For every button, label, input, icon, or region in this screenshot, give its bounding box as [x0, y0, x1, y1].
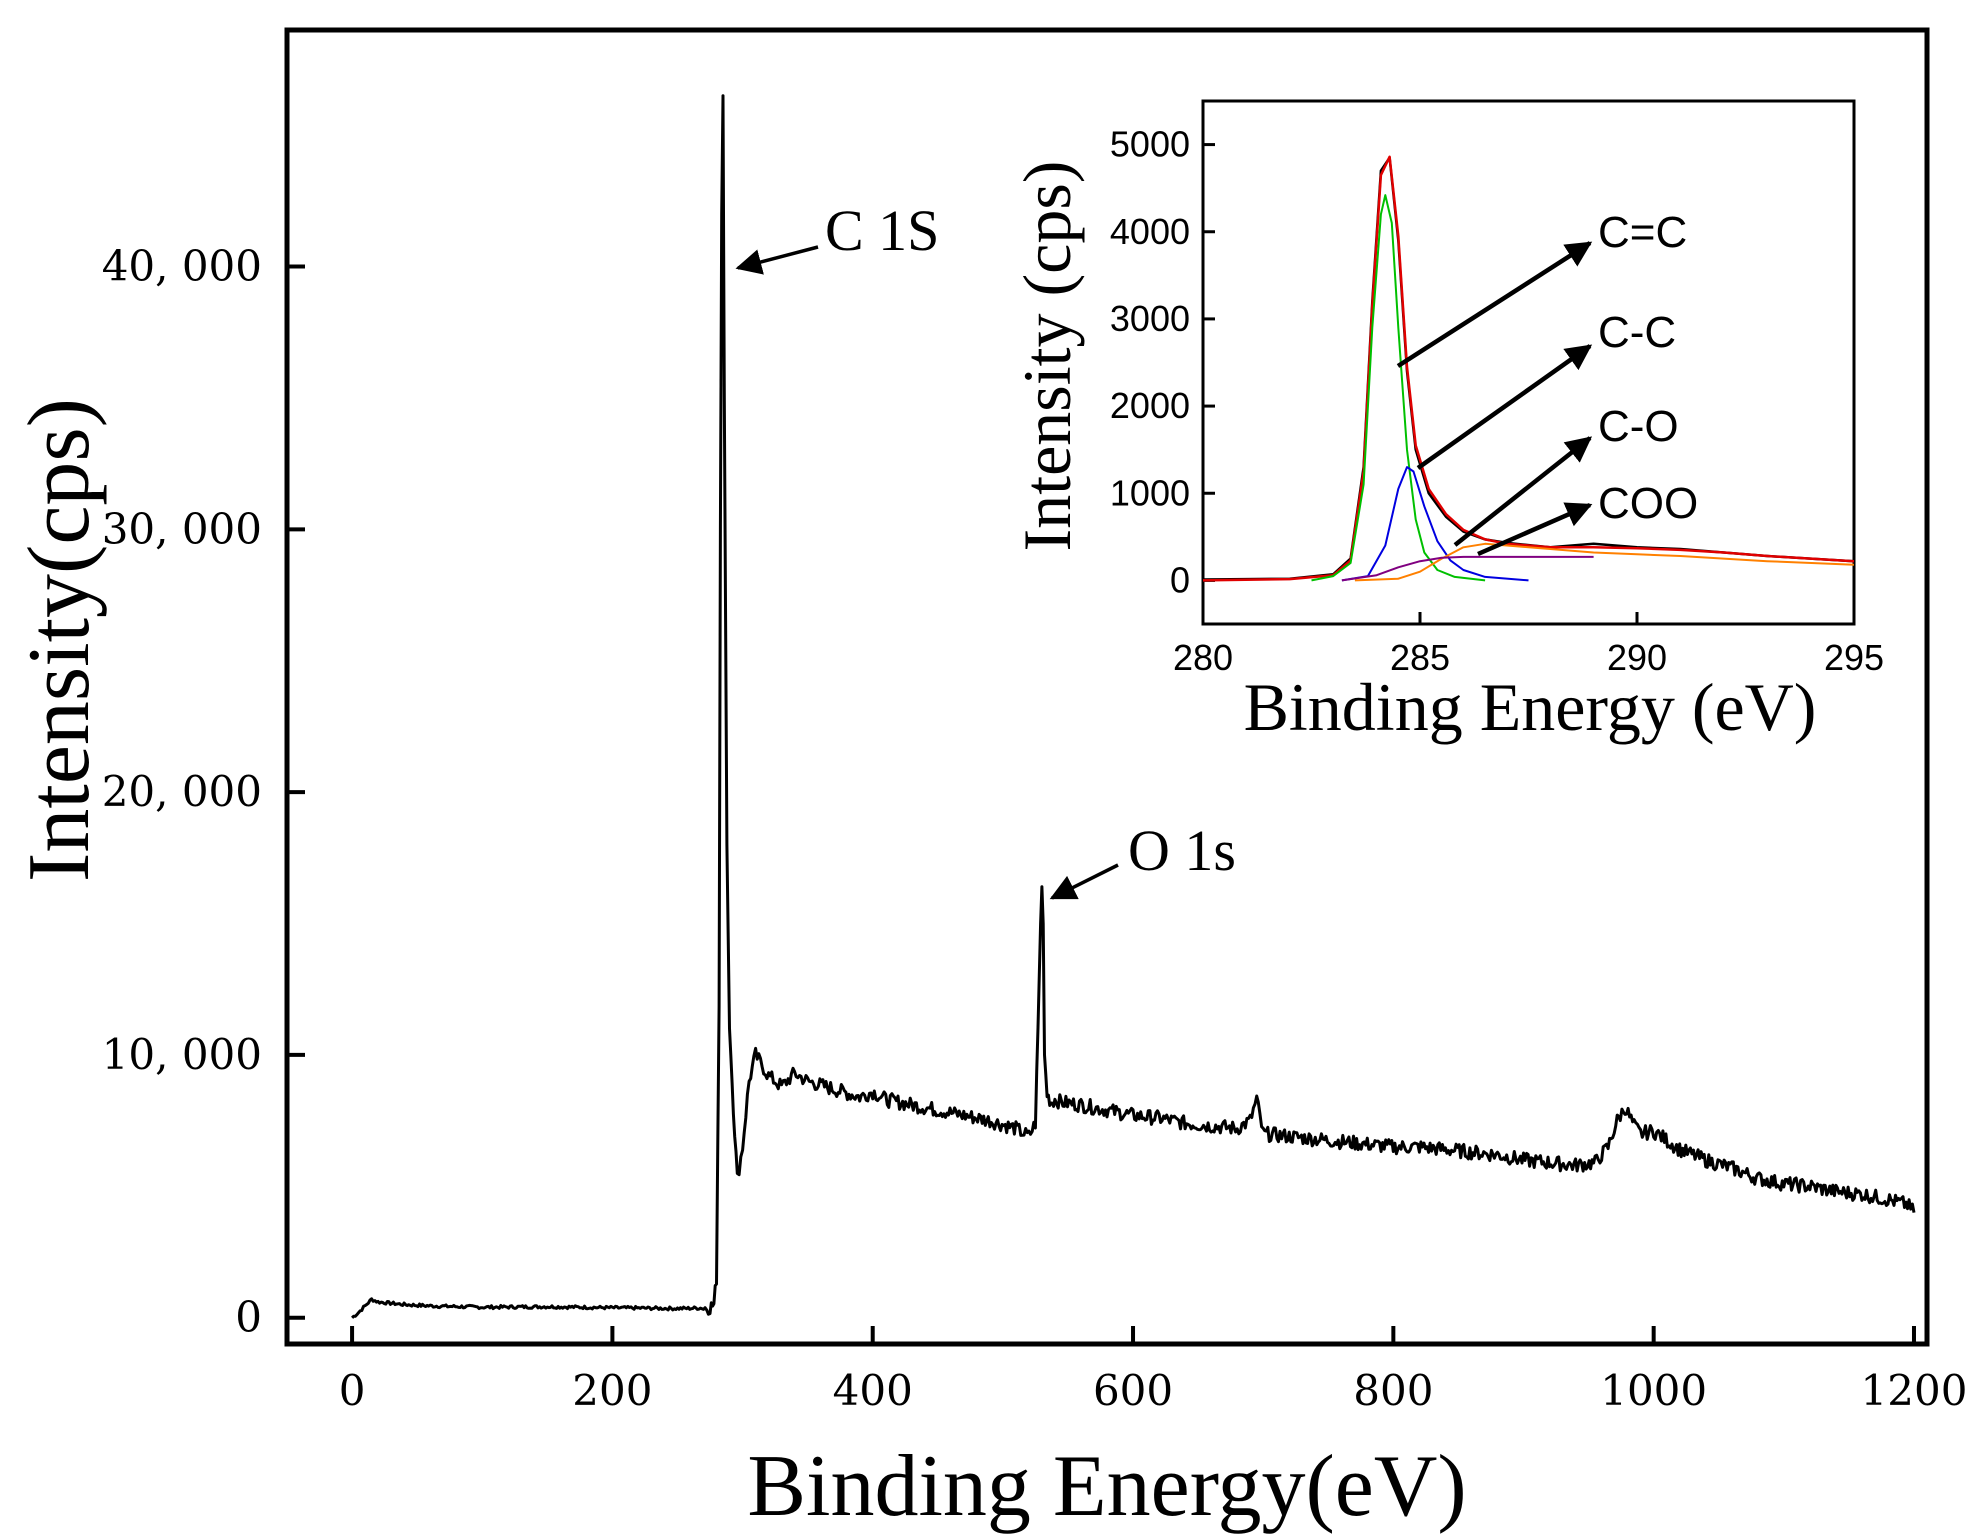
- inset-y-tick-label: 2000: [1110, 385, 1190, 426]
- survey-spectrum-line: [351, 94, 1916, 1319]
- inset-y-tick-label: 0: [1170, 559, 1190, 600]
- inset-series-coo-line: [1341, 555, 1594, 582]
- survey-x-tick-label: 200: [572, 1366, 652, 1415]
- inset-component-label: C-C: [1598, 308, 1676, 357]
- inset-y-tick-label: 4000: [1110, 211, 1190, 252]
- survey-x-tick-label: 1200: [1861, 1366, 1968, 1415]
- survey-x-axis: 0 200 400 600 800 1000 1200: [339, 1326, 1968, 1415]
- inset-background: [1203, 101, 1854, 624]
- inset-component-label: C=C: [1598, 208, 1687, 257]
- inset-component-arrow: [1416, 344, 1593, 470]
- survey-x-tick-label: 0: [339, 1366, 366, 1415]
- survey-x-tick-label: 1000: [1600, 1366, 1707, 1415]
- inset-x-axis: 280 285 290 295: [1173, 612, 1884, 678]
- inset-y-axis: 0 1000 2000 3000 4000 5000: [1110, 124, 1215, 600]
- inset-series-envelope-line: [1202, 155, 1855, 582]
- inset-chart: 280 285 290 295 0 1000 2000 3000 4000 5000 Bindi…: [1009, 99, 1884, 745]
- survey-y-tick-label: 0: [235, 1293, 262, 1342]
- survey-peak-arrow: [1049, 863, 1119, 900]
- inset-x-tick-label: 295: [1824, 637, 1884, 678]
- inset-series-c-o-line: [1354, 542, 1855, 582]
- inset-x-tick-label: 285: [1390, 637, 1450, 678]
- inset-x-tick-label: 290: [1607, 637, 1667, 678]
- inset-x-tick-label: 280: [1173, 637, 1233, 678]
- survey-x-tick-label: 800: [1353, 1366, 1433, 1415]
- inset-component-arrow: [1396, 241, 1593, 368]
- survey-y-tick-label: 40, 000: [102, 242, 262, 291]
- inset-lines: [1202, 155, 1855, 582]
- survey-plot-frame: [284, 27, 1930, 1347]
- survey-y-tick-label: 10, 000: [102, 1030, 262, 1079]
- survey-y-tick-label: 30, 000: [102, 504, 262, 553]
- inset-x-axis-title: Binding Energy (eV): [1244, 669, 1817, 745]
- survey-y-axis: 0 10, 000 20, 000 30, 000 40, 000: [102, 242, 305, 1342]
- inset-y-tick-label: 3000: [1110, 298, 1190, 339]
- inset-y-tick-label: 5000: [1110, 124, 1190, 165]
- survey-x-tick-label: 600: [1093, 1366, 1173, 1415]
- survey-x-axis-title: Binding Energy(eV): [747, 1438, 1466, 1535]
- inset-series-c-c-line: [1341, 466, 1529, 582]
- survey-annotations: C 1S O 1s: [735, 198, 1236, 900]
- survey-y-tick-label: 20, 000: [102, 767, 262, 816]
- survey-peak-label: C 1S: [825, 198, 939, 263]
- inset-component-label: COO: [1598, 479, 1698, 528]
- inset-y-tick-label: 1000: [1110, 472, 1190, 513]
- survey-x-tick-label: 400: [833, 1366, 913, 1415]
- inset-plot-frame: [1201, 99, 1856, 626]
- inset-component-label: C-O: [1598, 402, 1679, 451]
- inset-component-arrow: [1477, 502, 1593, 557]
- survey-y-axis-title: Intensity(cps): [11, 398, 108, 882]
- inset-y-axis-title: Intensity (cps): [1009, 161, 1085, 552]
- survey-peak-label: O 1s: [1128, 818, 1236, 883]
- inset-component-arrow: [1453, 436, 1593, 547]
- survey-peak-arrow: [735, 245, 819, 275]
- survey-chart: 0 200 400 600 800 1000 1200 0 10, 000 20, 000 30,…: [11, 27, 1968, 1535]
- inset-annotations: C=C C-C C-O COO: [1396, 208, 1698, 557]
